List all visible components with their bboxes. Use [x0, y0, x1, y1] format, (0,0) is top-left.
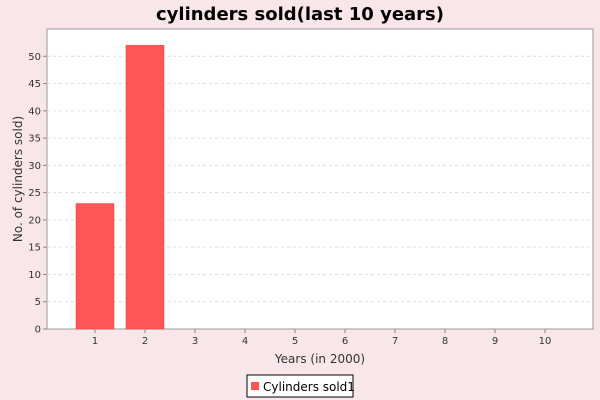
- y-tick-label: 5: [35, 297, 41, 308]
- x-tick-label: 2: [142, 336, 148, 347]
- x-tick-label: 3: [192, 336, 198, 347]
- x-tick-label: 1: [92, 336, 98, 347]
- legend-box: [246, 374, 354, 398]
- y-tick-label: 40: [28, 106, 41, 117]
- x-tick-label: 5: [292, 336, 298, 347]
- y-tick-label: 15: [28, 243, 41, 254]
- x-axis: 1 2 3 4 5 6 7 8 9 10: [92, 329, 552, 347]
- legend-swatch: [251, 382, 259, 390]
- x-tick-label: 6: [342, 336, 348, 347]
- y-axis-label: No. of cylinders sold): [11, 116, 25, 242]
- legend: Cylinders sold1: [246, 374, 355, 398]
- chart-title: cylinders sold(last 10 years): [156, 4, 444, 25]
- legend-label: Cylinders sold1: [263, 380, 355, 394]
- x-tick-label: 8: [442, 336, 448, 347]
- y-tick-label: 35: [28, 134, 41, 145]
- x-tick-label: 7: [392, 336, 398, 347]
- y-tick-label: 0: [35, 325, 41, 336]
- y-tick-label: 50: [28, 52, 41, 63]
- bar: [75, 203, 115, 330]
- bars: [75, 45, 165, 330]
- y-tick-label: 45: [28, 79, 41, 90]
- y-axis: 0 5 10 15 20 25 30 35 40 45 50: [28, 52, 47, 336]
- y-tick-label: 20: [28, 215, 41, 226]
- y-tick-label: 25: [28, 188, 41, 199]
- y-tick-label: 30: [28, 161, 41, 172]
- x-tick-label: 4: [242, 336, 248, 347]
- x-tick-label: 9: [492, 336, 498, 347]
- y-tick-label: 10: [28, 270, 41, 281]
- bar: [125, 45, 165, 330]
- x-axis-label: Years (in 2000): [274, 352, 365, 366]
- x-tick-label: 10: [539, 336, 552, 347]
